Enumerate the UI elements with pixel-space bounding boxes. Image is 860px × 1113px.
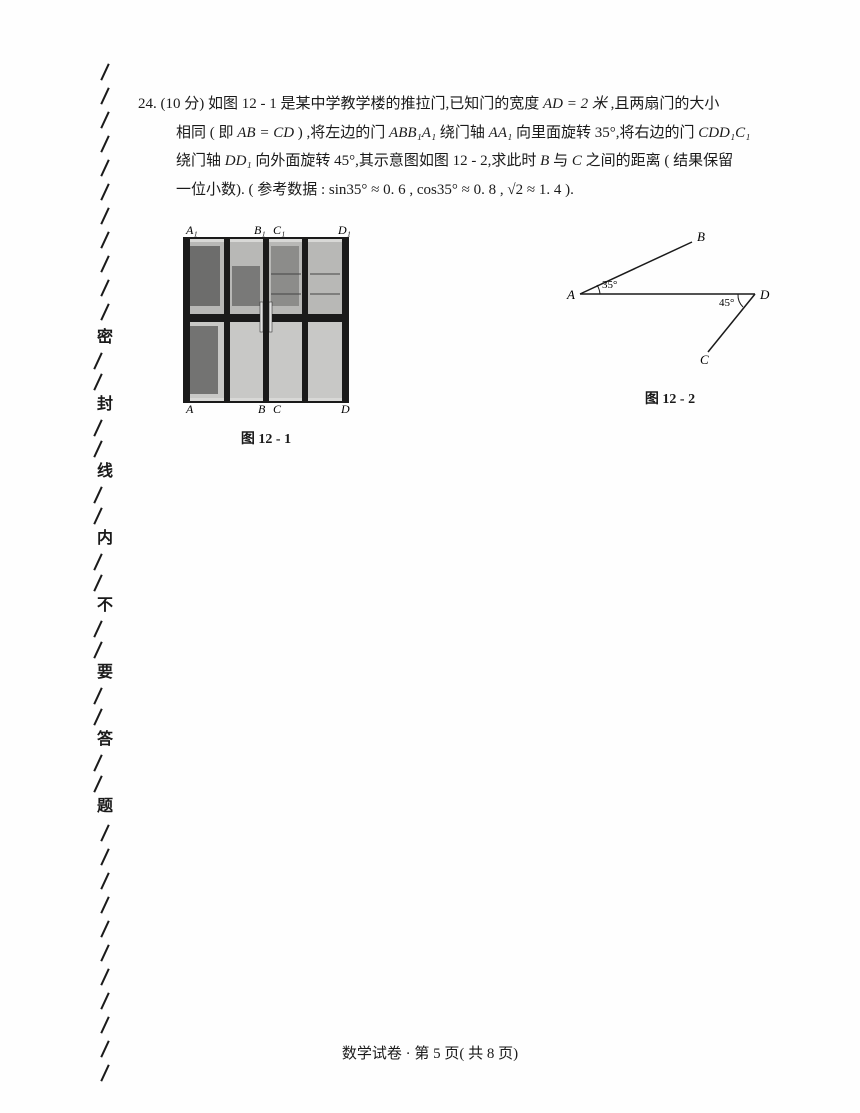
seal-dash xyxy=(100,135,109,152)
problem-24: 24. (10 分) 如图 12 - 1 是某中学教学楼的推拉门,已知门的宽度 … xyxy=(138,90,790,204)
svg-text:A: A xyxy=(185,402,194,414)
axis-left: AA₁ xyxy=(489,125,513,141)
seal-dash xyxy=(93,419,102,436)
seal-dash xyxy=(93,507,102,524)
problem-points: (10 分) xyxy=(161,96,205,112)
seal-dash xyxy=(93,486,102,503)
seal-char: 不 xyxy=(97,598,113,614)
figure-1-caption: 图 12 - 1 xyxy=(241,428,291,448)
figure-2-caption: 图 12 - 2 xyxy=(645,388,695,408)
svg-text:35°: 35° xyxy=(602,279,617,291)
seal-dash xyxy=(100,159,109,176)
problem-text-3b: 向外面旋转 45°,其示意图如图 12 - 2,求此时 xyxy=(255,153,536,169)
seal-dash xyxy=(93,620,102,637)
door-image: A₁ B₁ C₁ D₁ A B C D xyxy=(176,224,356,414)
problem-text-2a: 相同 ( 即 xyxy=(176,125,234,141)
page: 密封线内不要答题 24. (10 分) 如图 12 - 1 是某中学教学楼的推拉… xyxy=(0,0,860,1113)
seal-dash xyxy=(100,1064,109,1081)
seal-dash xyxy=(100,207,109,224)
svg-text:B: B xyxy=(258,402,266,414)
seal-dash xyxy=(100,944,109,961)
svg-text:D₁: D₁ xyxy=(337,224,351,237)
seal-char: 封 xyxy=(97,397,113,413)
problem-text-4: 一位小数). ( 参考数据 : sin35° ≈ 0. 6 , cos35° ≈… xyxy=(176,182,574,198)
seal-dash xyxy=(93,373,102,390)
seal-dash xyxy=(93,687,102,704)
b-label: B xyxy=(540,153,549,169)
problem-text-1: 如图 12 - 1 是某中学教学楼的推拉门,已知门的宽度 xyxy=(208,96,539,112)
content-area: 24. (10 分) 如图 12 - 1 是某中学教学楼的推拉门,已知门的宽度 … xyxy=(138,90,790,448)
seal-dash xyxy=(100,896,109,913)
seal-line: 密封线内不要答题 xyxy=(90,60,120,1053)
seal-dash xyxy=(93,553,102,570)
seal-dash xyxy=(100,968,109,985)
angle-diagram: A B D C 35° 45° xyxy=(560,224,780,374)
seal-dash xyxy=(93,574,102,591)
figures-row: A₁ B₁ C₁ D₁ A B C D 图 12 - 1 xyxy=(138,224,790,448)
seal-dash xyxy=(93,352,102,369)
figure-12-1: A₁ B₁ C₁ D₁ A B C D 图 12 - 1 xyxy=(176,224,356,448)
svg-text:B₁: B₁ xyxy=(254,224,266,237)
ab-cd: AB = CD xyxy=(237,125,294,141)
seal-char: 内 xyxy=(97,531,113,547)
seal-dash xyxy=(93,708,102,725)
seal-dash xyxy=(100,992,109,1009)
seal-dash xyxy=(93,775,102,792)
problem-text-2d: 向里面旋转 35°,将右边的门 xyxy=(516,125,695,141)
svg-text:C₁: C₁ xyxy=(273,224,285,237)
figure-12-2: A B D C 35° 45° 图 12 - 2 xyxy=(560,224,780,448)
problem-text-3a: 绕门轴 xyxy=(176,153,221,169)
seal-dash xyxy=(100,111,109,128)
seal-dash xyxy=(100,920,109,937)
seal-dash xyxy=(100,848,109,865)
seal-dash xyxy=(100,303,109,320)
seal-dash xyxy=(100,279,109,296)
svg-text:C: C xyxy=(700,352,709,367)
seal-dash xyxy=(100,183,109,200)
svg-text:C: C xyxy=(273,402,282,414)
seal-char: 题 xyxy=(97,799,113,815)
door-right: CDD₁C₁ xyxy=(698,125,750,141)
seal-char: 密 xyxy=(97,330,113,346)
door-left: ABB₁A₁ xyxy=(389,125,436,141)
seal-dash xyxy=(93,440,102,457)
svg-text:D: D xyxy=(759,287,770,302)
problem-text-2b: ) ,将左边的门 xyxy=(298,125,386,141)
seal-dashes-top xyxy=(104,60,106,324)
seal-dash xyxy=(100,63,109,80)
seal-dash xyxy=(93,641,102,658)
problem-number: 24. xyxy=(138,96,157,112)
svg-text:A: A xyxy=(566,287,575,302)
axis-right: DD₁ xyxy=(225,153,252,169)
seal-dash xyxy=(100,872,109,889)
seal-dash xyxy=(100,231,109,248)
seal-dash xyxy=(100,255,109,272)
svg-text:45°: 45° xyxy=(719,297,734,309)
svg-text:B: B xyxy=(697,229,705,244)
svg-text:D: D xyxy=(340,402,350,414)
problem-text-3d: 之间的距离 ( 结果保留 xyxy=(586,153,734,169)
seal-dash xyxy=(100,87,109,104)
seal-char: 要 xyxy=(97,665,113,681)
svg-text:A₁: A₁ xyxy=(185,224,198,237)
seal-char: 线 xyxy=(97,464,113,480)
seal-dash xyxy=(100,1016,109,1033)
problem-text-1b: ,且两扇门的大小 xyxy=(611,96,720,112)
seal-char: 答 xyxy=(97,732,113,748)
seal-dash xyxy=(100,824,109,841)
c-label: C xyxy=(572,153,582,169)
ad-equals: AD = 2 米 xyxy=(543,96,607,112)
problem-text-3c: 与 xyxy=(553,153,568,169)
seal-dash xyxy=(93,754,102,771)
problem-text-2c: 绕门轴 xyxy=(440,125,485,141)
page-footer: 数学试卷 · 第 5 页( 共 8 页) xyxy=(0,1042,860,1063)
